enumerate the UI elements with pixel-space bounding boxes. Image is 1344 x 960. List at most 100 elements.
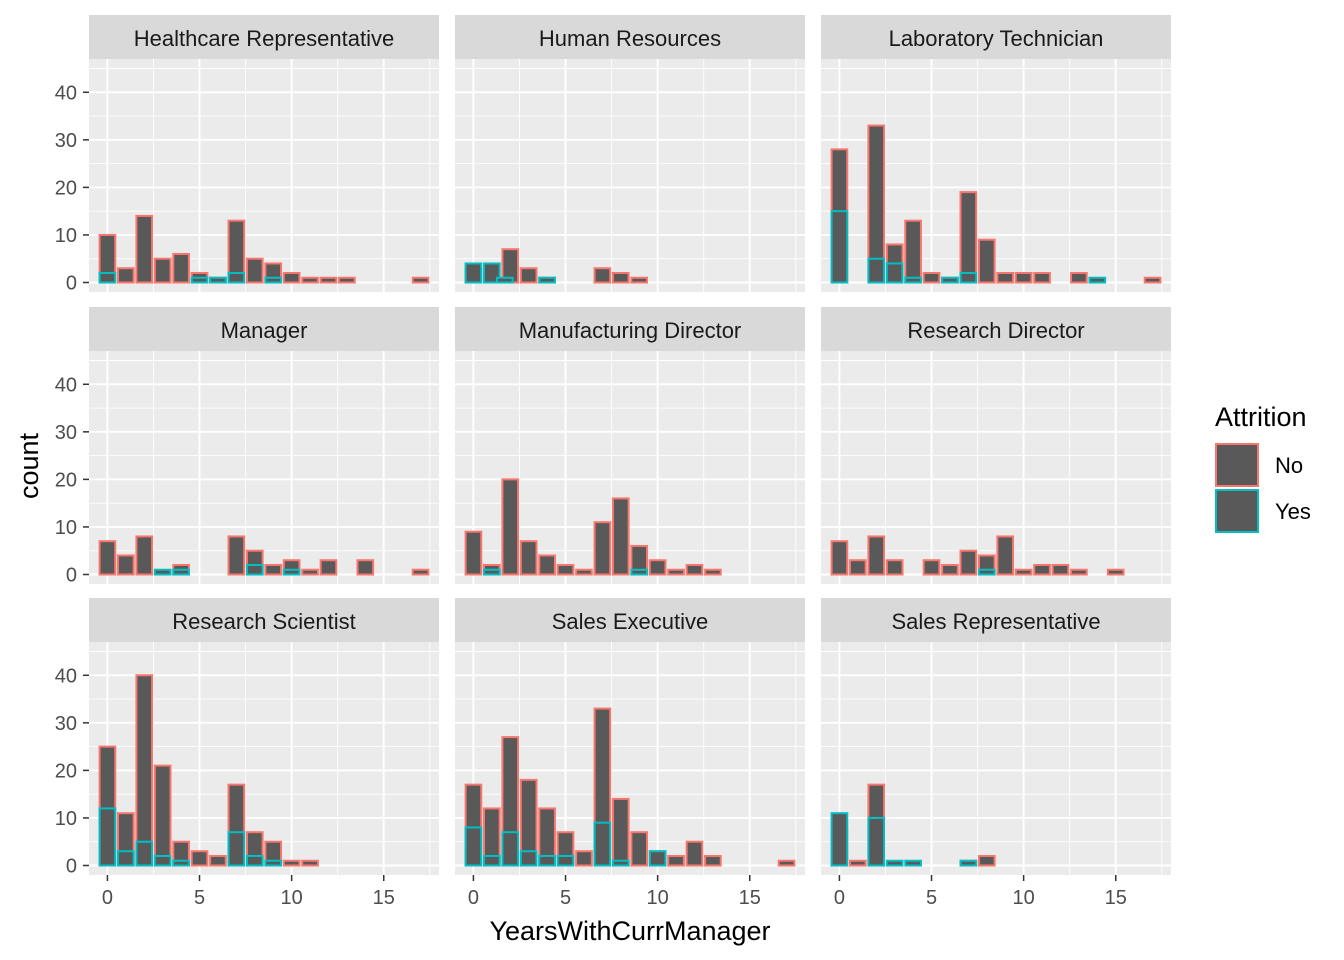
bar-no (301, 859, 319, 867)
y-tick-label: 10 (55, 517, 77, 539)
facet-panels: Healthcare Representative 0 10 20 30 40 Human … (55, 15, 1171, 909)
bar-no (593, 521, 612, 576)
legend: Attrition No Yes (1215, 402, 1311, 533)
facet-strip (455, 15, 805, 59)
y-axis-title: count (14, 432, 44, 499)
bar-no (117, 554, 135, 576)
y-tick-label: 40 (55, 374, 77, 396)
bar-no (685, 840, 704, 867)
bar-no (135, 214, 154, 284)
bar-no (135, 674, 154, 867)
legend-entries: No Yes (1215, 443, 1311, 533)
x-tick-label: 0 (468, 887, 479, 909)
x-tick-label: 15 (1105, 887, 1127, 909)
bar-no (1070, 568, 1088, 576)
bar-no (959, 191, 978, 284)
bar-no (1033, 271, 1051, 284)
bar-no (227, 535, 246, 576)
bar-no (172, 252, 190, 284)
bar-no (611, 271, 630, 284)
bar-yes (483, 854, 501, 867)
bar-no (830, 540, 849, 576)
bar-no (282, 271, 301, 284)
y-tick-label: 30 (55, 422, 77, 444)
facet-manufacturing-director: Manufacturing Director (455, 307, 805, 584)
bar-yes (885, 262, 904, 284)
x-tick-label: 15 (373, 887, 395, 909)
facet-strip (821, 15, 1171, 59)
bar-yes (464, 826, 483, 867)
bar-no (648, 559, 667, 576)
legend-label-yes: Yes (1275, 499, 1311, 524)
bar-yes (227, 831, 246, 867)
legend-key-no (1215, 443, 1259, 487)
x-tick-label: 0 (102, 887, 113, 909)
facet-strip-label: Manager (221, 318, 308, 343)
bar-yes (245, 563, 264, 576)
bar-yes (483, 568, 501, 576)
y-tick-label: 30 (55, 130, 77, 152)
y-tick-label: 0 (66, 564, 77, 586)
bar-yes (904, 859, 922, 867)
bar-no (922, 271, 941, 284)
bar-no (556, 563, 575, 576)
y-tick-label: 20 (55, 760, 77, 782)
x-axis-title: YearsWithCurrManager (489, 916, 770, 946)
bar-yes (867, 816, 886, 867)
bar-yes (245, 854, 264, 867)
bar-no (575, 850, 593, 867)
bar-yes (941, 276, 959, 284)
legend-key-yes (1215, 489, 1259, 533)
bar-yes (630, 568, 649, 576)
bar-no (867, 535, 886, 576)
legend-title: Attrition (1215, 402, 1307, 432)
x-tick-label: 5 (194, 887, 205, 909)
x-tick-label: 5 (560, 887, 571, 909)
y-tick-label: 10 (55, 808, 77, 830)
bar-no (777, 859, 796, 867)
facet-strip-label: Sales Representative (891, 609, 1100, 634)
bar-yes (556, 854, 575, 867)
bar-yes (264, 276, 283, 284)
bar-no (319, 559, 338, 576)
facet-laboratory-technician: Laboratory Technician (821, 15, 1171, 292)
facet-strip (455, 598, 805, 642)
facet-strip-label: Research Director (907, 318, 1084, 343)
bar-yes (648, 850, 667, 867)
bar-no (1051, 563, 1070, 576)
y-tick-label: 40 (55, 665, 77, 687)
facet-strip (455, 307, 805, 351)
bar-no (941, 563, 959, 576)
bar-yes (830, 812, 849, 867)
bar-no (190, 850, 209, 867)
bar-no (575, 568, 593, 576)
bar-yes (959, 859, 978, 867)
bar-no (1033, 563, 1051, 576)
bar-yes (264, 859, 283, 867)
bar-no (98, 540, 117, 576)
facet-strip (821, 598, 1171, 642)
bar-no (704, 568, 722, 576)
bar-yes (519, 850, 538, 867)
facet-strip-label: Human Resources (539, 26, 721, 51)
facet-strip-label: Laboratory Technician (889, 26, 1104, 51)
bar-no (849, 559, 867, 576)
bar-no (685, 563, 704, 576)
bar-no (301, 276, 319, 284)
bar-no (1014, 271, 1033, 284)
facet-manager: Manager 0 10 20 30 40 (55, 307, 439, 586)
bar-no (904, 219, 922, 284)
y-tick-label: 0 (66, 272, 77, 294)
facet-strip (821, 307, 1171, 351)
bar-yes (117, 850, 135, 867)
bar-no (922, 559, 941, 576)
bar-yes (209, 276, 227, 284)
facet-sales-representative: Sales Representative 0 5 10 15 (821, 598, 1171, 909)
facet-research-director: Research Director (821, 307, 1171, 584)
facet-healthcare-representative: Healthcare Representative 0 10 20 30 40 (55, 15, 439, 294)
x-tick-label: 10 (647, 887, 669, 909)
bar-yes (885, 859, 904, 867)
bar-no (667, 568, 685, 576)
bar-no (356, 559, 375, 576)
bar-no (611, 497, 630, 576)
